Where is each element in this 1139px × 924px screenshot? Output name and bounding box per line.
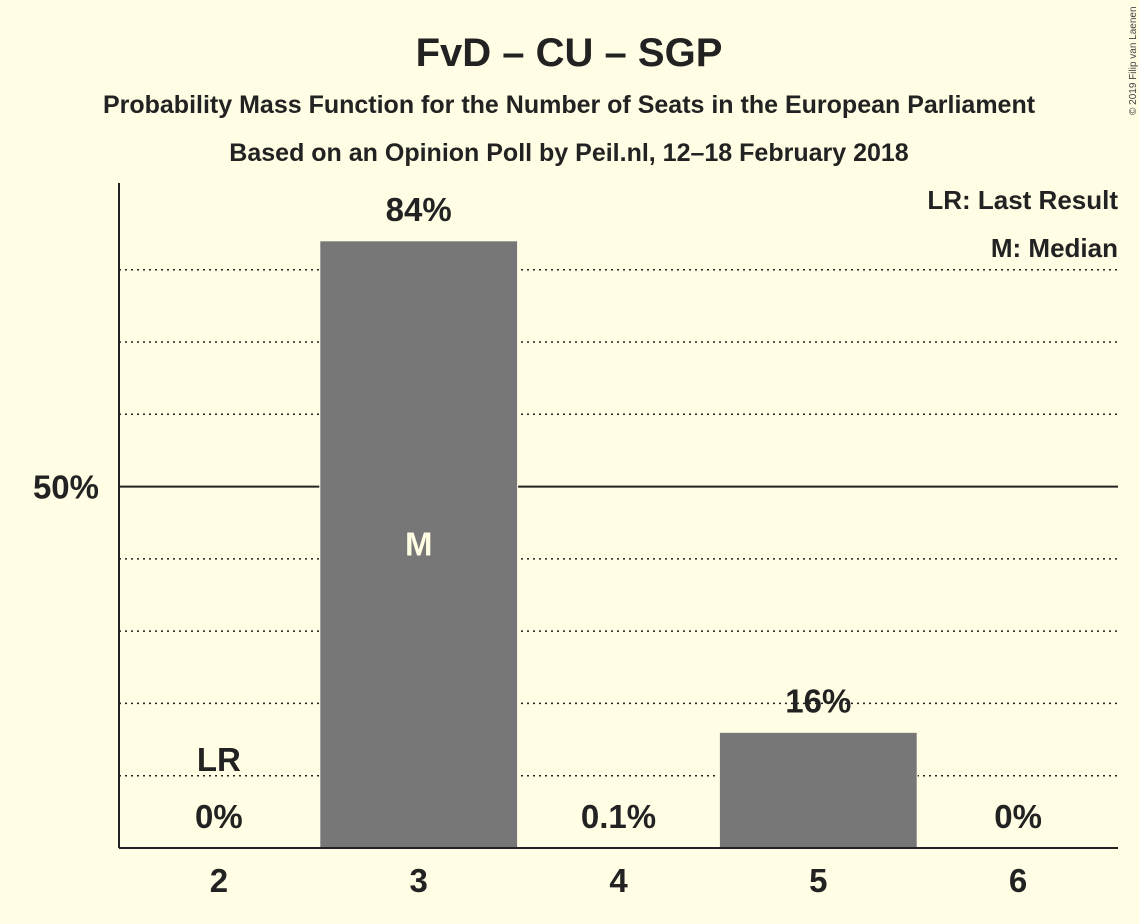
last-result-marker: LR — [197, 741, 241, 778]
x-tick-label-2: 2 — [210, 862, 228, 899]
chart-subtitle: Probability Mass Function for the Number… — [103, 91, 1036, 119]
copyright: © 2019 Filip van Laenen — [1128, 6, 1139, 115]
value-label-3: 84% — [386, 191, 452, 228]
value-label-5: 16% — [785, 682, 851, 719]
value-label-4: 0.1% — [581, 798, 656, 835]
value-label-2: 0% — [195, 798, 243, 835]
y-tick-label: 50% — [33, 469, 99, 506]
bars — [319, 240, 918, 849]
median-marker: M — [405, 525, 433, 562]
bar-5 — [718, 731, 918, 849]
value-label-6: 0% — [994, 798, 1042, 835]
x-tick-label-5: 5 — [809, 862, 827, 899]
chart-subtitle-source: Based on an Opinion Poll by Peil.nl, 12–… — [229, 139, 908, 167]
legend-median: M: Median — [991, 233, 1118, 263]
gridlines: 50% — [33, 268, 1118, 777]
labels: 0% 2 LR 84% 3 M 0.1% 4 16% 5 0% 6 — [195, 191, 1042, 899]
x-tick-label-4: 4 — [609, 862, 628, 899]
bar-3 — [319, 240, 519, 849]
chart-title: FvD – CU – SGP — [416, 31, 723, 75]
legend-last-result: LR: Last Result — [927, 185, 1118, 215]
x-tick-label-6: 6 — [1009, 862, 1027, 899]
x-tick-label-3: 3 — [410, 862, 428, 899]
